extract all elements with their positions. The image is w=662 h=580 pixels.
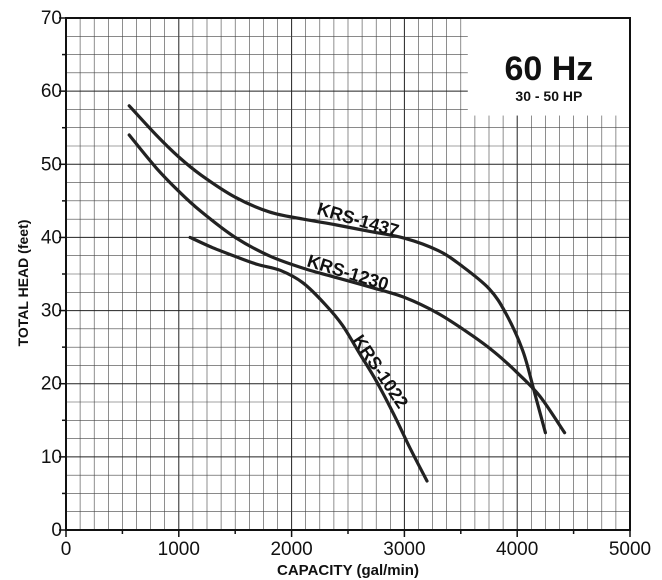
x-axis-label: CAPACITY (gal/min)	[277, 562, 419, 579]
x-tick-label: 5000	[609, 539, 651, 560]
y-tick-label: 10	[41, 447, 62, 468]
y-tick-label: 0	[51, 520, 62, 541]
y-tick-label: 70	[41, 8, 62, 29]
plot-frame	[65, 17, 631, 531]
x-tick-label: 4000	[496, 539, 538, 560]
x-tick-label: 0	[61, 539, 72, 560]
curve-label-krs-1437: KRS-1437	[315, 199, 401, 241]
y-axis-label: TOTAL HEAD (feet)	[15, 220, 31, 347]
x-tick-label: 1000	[158, 539, 200, 560]
y-tick-label: 60	[41, 81, 62, 102]
grid	[59, 17, 631, 537]
frequency-box	[467, 19, 629, 116]
x-tick-label: 2000	[270, 539, 312, 560]
curve-krs-1437	[127, 104, 547, 435]
y-tick-label: 50	[41, 154, 62, 175]
x-tick-label: 3000	[383, 539, 425, 560]
y-tick-label: 40	[41, 227, 62, 248]
curve-krs-1022	[188, 235, 429, 483]
curve-label-krs-1022: KRS-1022	[349, 331, 413, 412]
y-tick-label: 20	[41, 374, 62, 395]
curve-krs-1230	[127, 133, 567, 435]
tick-labels: 0 1000 2000 3000 4000 5000 0 10 20 30 40 50 60 70	[41, 8, 651, 560]
chart-title: 60 Hz	[504, 50, 593, 88]
curves	[127, 104, 567, 483]
chart-subtitle: 30 - 50 HP	[515, 88, 582, 104]
y-tick-label: 30	[41, 301, 62, 322]
